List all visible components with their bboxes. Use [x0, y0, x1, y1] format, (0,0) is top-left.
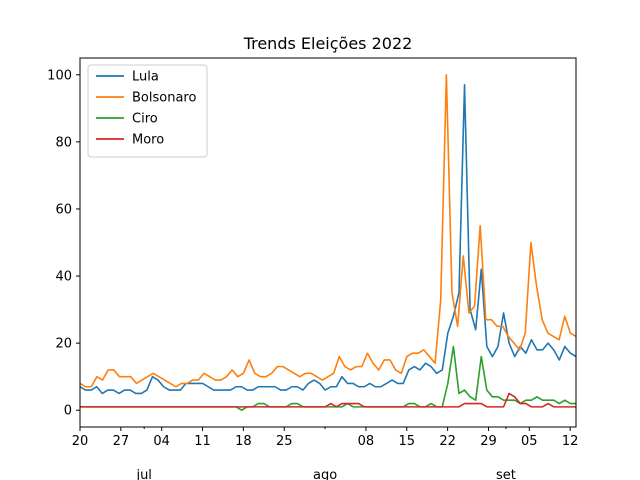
x-tick-label: 20 — [72, 434, 89, 449]
y-tick-label: 0 — [64, 404, 72, 419]
x-tick-label: 25 — [276, 434, 293, 449]
x-tick-label: 11 — [194, 434, 211, 449]
x-tick-label: 29 — [480, 434, 497, 449]
x-tick-label: 12 — [562, 434, 579, 449]
series-line-bolsonaro — [79, 73, 577, 388]
legend-label-moro: Moro — [132, 133, 164, 148]
legend-box — [87, 64, 208, 158]
legend-label-lula: Lula — [132, 70, 159, 85]
x-month-label: jul — [135, 468, 151, 480]
legend: Lula Bolsonaro Ciro Moro — [87, 64, 208, 158]
x-tick-label: 27 — [113, 434, 130, 449]
series-line-moro — [80, 392, 576, 408]
x-axis: 20 27 04 11 18 25 08 15 22 29 05 12 jul ago set — [72, 427, 579, 480]
plot-frame — [79, 57, 577, 428]
chart-title: Trends Eleições 2022 — [243, 34, 413, 53]
y-tick-label: 100 — [47, 68, 72, 83]
x-tick-label: 08 — [358, 434, 375, 449]
legend-label-ciro: Ciro — [132, 112, 158, 127]
y-axis: 0 20 40 60 80 100 — [47, 68, 80, 419]
y-tick-label: 40 — [55, 270, 72, 285]
series-line-lula — [79, 84, 577, 395]
x-tick-label: 18 — [235, 434, 252, 449]
y-tick-label: 80 — [55, 135, 72, 150]
x-month-label: set — [496, 468, 516, 480]
x-tick-label: 15 — [399, 434, 416, 449]
y-tick-label: 60 — [55, 202, 72, 217]
x-month-label: ago — [313, 468, 337, 480]
legend-label-bolsonaro: Bolsonaro — [132, 91, 196, 106]
x-tick-label: 04 — [153, 434, 170, 449]
y-tick-label: 20 — [55, 337, 72, 352]
x-tick-label: 05 — [521, 434, 538, 449]
series-layer — [79, 73, 577, 412]
x-tick-label: 22 — [439, 434, 456, 449]
